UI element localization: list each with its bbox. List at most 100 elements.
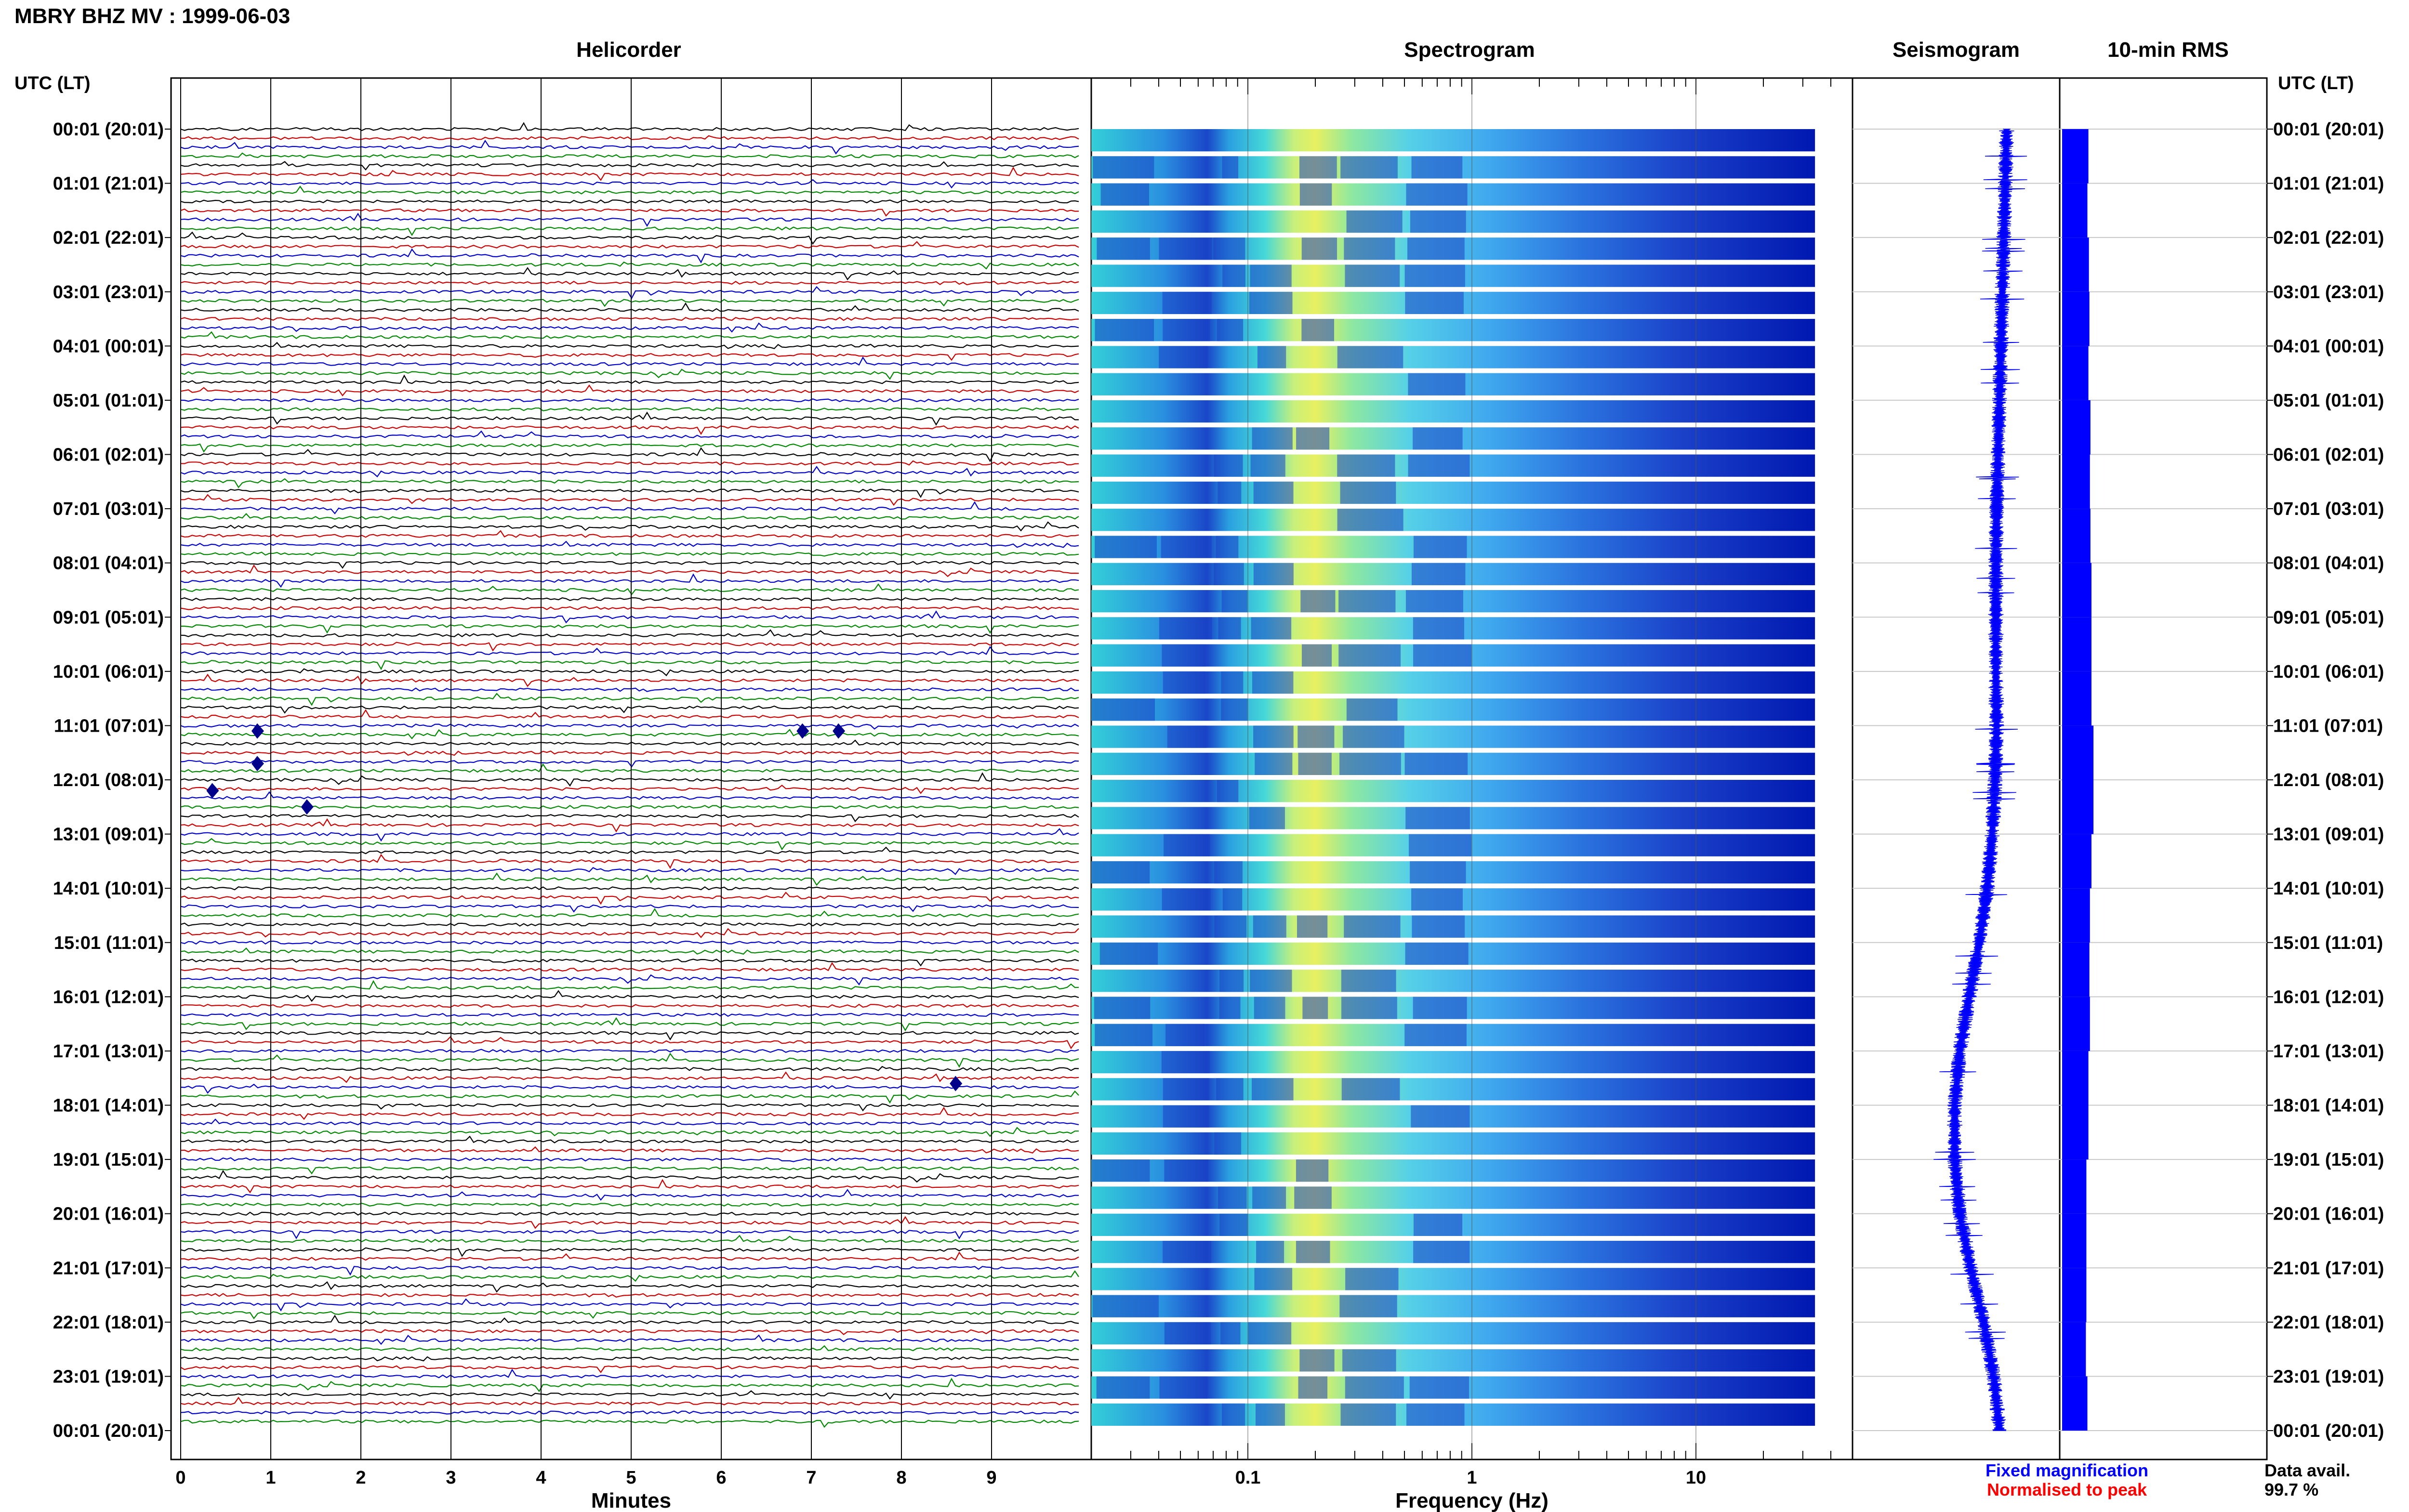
helicorder-trace bbox=[180, 1031, 1079, 1041]
helicorder-trace bbox=[180, 1356, 1079, 1362]
spectrogram-speckle bbox=[1214, 1132, 1242, 1155]
spectrogram-row bbox=[1091, 671, 1815, 694]
spectrogram-speckle bbox=[1340, 481, 1396, 504]
rms-bar bbox=[2062, 1051, 2089, 1105]
spectrogram-speckle bbox=[1164, 1322, 1211, 1345]
helicorder-trace bbox=[180, 561, 1079, 569]
rms-title: 10-min RMS bbox=[2107, 38, 2229, 62]
frequency-tick-label: 1 bbox=[1467, 1468, 1477, 1488]
helicorder-trace bbox=[180, 161, 1079, 171]
spectrogram-speckle bbox=[1219, 997, 1241, 1019]
spectrogram-speckle bbox=[1164, 834, 1210, 856]
helicorder-trace bbox=[180, 368, 1079, 380]
helicorder-trace bbox=[180, 892, 1079, 905]
helicorder-trace bbox=[180, 407, 1079, 411]
helicorder-trace bbox=[180, 1065, 1079, 1071]
spectrogram-speckle bbox=[1250, 264, 1292, 287]
spectrogram-speckle bbox=[1222, 888, 1243, 911]
hour-label-right: 22:01 (18:01) bbox=[2273, 1313, 2384, 1333]
hour-label-right: 04:01 (00:01) bbox=[2273, 336, 2384, 356]
helicorder-trace bbox=[180, 1410, 1079, 1415]
helicorder-trace bbox=[180, 1211, 1079, 1216]
minute-tick-label: 8 bbox=[896, 1468, 906, 1488]
spectrogram-speckle bbox=[1091, 698, 1155, 721]
helicorder-trace bbox=[180, 1103, 1079, 1112]
helicorder-trace bbox=[180, 974, 1079, 986]
spectrogram-speckle bbox=[1159, 1376, 1208, 1399]
hour-label-right: 20:01 (16:01) bbox=[2273, 1204, 2384, 1224]
hour-label-left: 20:01 (16:01) bbox=[53, 1204, 164, 1224]
hour-labels-right: 00:01 (20:01) 01:01 (21:01) 02:01 (22:01) 0… bbox=[2267, 119, 2384, 1441]
helicorder-trace bbox=[181, 624, 1079, 634]
hour-label-left: 07:01 (03:01) bbox=[53, 499, 164, 519]
helicorder-trace bbox=[180, 398, 1079, 403]
spectrogram-speckle bbox=[1219, 1213, 1248, 1236]
spectrogram-speckle bbox=[1250, 970, 1292, 992]
spectrogram-speckle bbox=[1411, 888, 1463, 911]
spectrogram-speckle bbox=[1345, 1268, 1399, 1290]
frequency-tick-label: 0.1 bbox=[1235, 1468, 1261, 1488]
helicorder-trace bbox=[180, 872, 1079, 886]
spectrogram-speckle bbox=[1091, 1159, 1150, 1182]
helicorder-trace bbox=[180, 384, 1079, 397]
helicorder-trace bbox=[180, 466, 1079, 478]
hour-label-left: 16:01 (12:01) bbox=[53, 987, 164, 1007]
hour-label-left: 03:01 (23:01) bbox=[53, 282, 164, 302]
spectrogram-row bbox=[1091, 725, 1815, 748]
spectrogram-speckle bbox=[1167, 725, 1207, 748]
spectrogram-speckle bbox=[1346, 210, 1403, 233]
helicorder-trace bbox=[180, 212, 1079, 227]
spectrogram-speckle bbox=[1220, 1322, 1241, 1345]
spectrogram-speckle bbox=[1221, 590, 1248, 613]
spectrogram-speckle bbox=[1341, 1078, 1400, 1101]
spectrogram-speckle bbox=[1255, 1403, 1285, 1426]
hour-label-right: 15:01 (11:01) bbox=[2273, 933, 2383, 953]
helicorder-trace bbox=[180, 597, 1079, 601]
helicorder-trace bbox=[180, 990, 1079, 1002]
helicorder-trace bbox=[180, 687, 1079, 692]
helicorder-trace bbox=[180, 1390, 1079, 1400]
hour-label-right: 16:01 (12:01) bbox=[2273, 987, 2384, 1007]
spectrogram-row bbox=[1091, 346, 1815, 368]
rms-frame bbox=[2059, 77, 2268, 1460]
spectrogram-speckle bbox=[1340, 156, 1398, 179]
hour-label-right: 19:01 (15:01) bbox=[2273, 1150, 2384, 1170]
hour-label-right: 08:01 (04:01) bbox=[2273, 553, 2384, 574]
hour-label-left: 13:01 (09:01) bbox=[53, 825, 164, 845]
helicorder-trace bbox=[180, 959, 1079, 967]
event-mark bbox=[206, 783, 219, 799]
helicorder-trace bbox=[180, 1293, 1079, 1298]
spectrogram-speckle bbox=[1159, 617, 1212, 640]
helicorder-trace bbox=[180, 1281, 1079, 1293]
minute-tick-label: 5 bbox=[626, 1468, 636, 1488]
hour-label-right: 14:01 (10:01) bbox=[2273, 879, 2384, 899]
spectrogram-speckle bbox=[1296, 427, 1330, 450]
helicorder-trace bbox=[180, 356, 1079, 366]
spectrogram-speckle bbox=[1413, 427, 1463, 450]
helicorder-trace bbox=[180, 267, 1079, 281]
helicorder-trace bbox=[180, 828, 1079, 842]
helicorder-trace bbox=[180, 1166, 1079, 1175]
helicorder-trace bbox=[180, 199, 1079, 204]
spectrogram-speckle bbox=[1299, 183, 1332, 206]
spectrogram-speckle bbox=[1252, 427, 1293, 450]
helicorder-trace bbox=[180, 280, 1079, 286]
helicorder-trace bbox=[180, 564, 1079, 577]
data-avail-label: Data avail. bbox=[2264, 1460, 2350, 1480]
spectrogram-speckle bbox=[1413, 617, 1464, 640]
spectrogram-speckle bbox=[1219, 970, 1244, 992]
spectrogram-speckle bbox=[1214, 563, 1244, 585]
rms-bar bbox=[2062, 617, 2091, 671]
spectrogram-row bbox=[1091, 1322, 1815, 1345]
hour-label-right: 02:01 (22:01) bbox=[2273, 228, 2384, 248]
hour-label-right: 03:01 (23:01) bbox=[2273, 282, 2384, 302]
spectrogram-speckle bbox=[1405, 942, 1469, 965]
hour-label-left: 14:01 (10:01) bbox=[53, 879, 164, 899]
helicorder-trace bbox=[180, 261, 1079, 270]
helicorder-trace bbox=[180, 1036, 1079, 1050]
spectrogram-row bbox=[1091, 1268, 1815, 1290]
hour-label-left: 15:01 (11:01) bbox=[54, 933, 164, 953]
helicorder-trace bbox=[180, 1329, 1079, 1335]
helicorder-trace bbox=[180, 1127, 1079, 1137]
spectrogram-speckle bbox=[1251, 617, 1292, 640]
